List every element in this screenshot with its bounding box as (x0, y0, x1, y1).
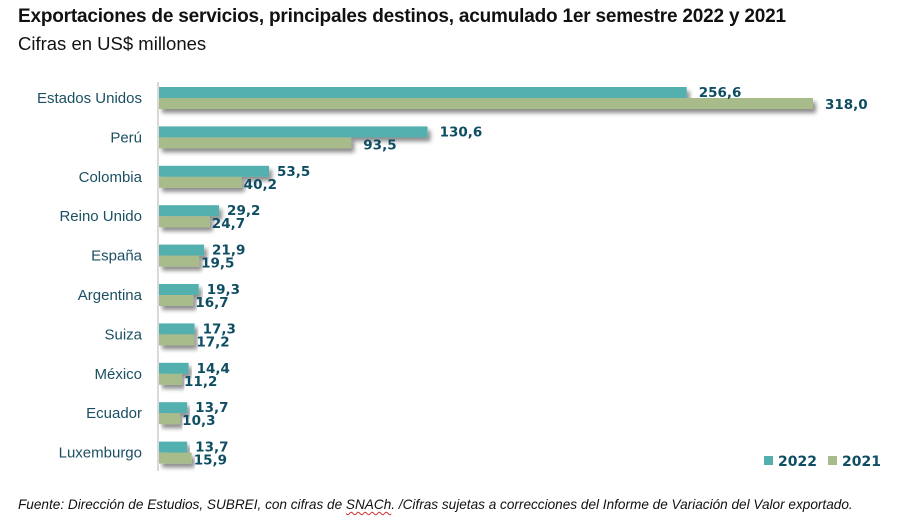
data-label-2022: 17,3 (203, 321, 236, 337)
bar-2022 (159, 126, 428, 138)
bar-2021 (159, 413, 181, 425)
data-label-2022: 21,9 (212, 243, 245, 259)
data-label-2022: 13,7 (195, 400, 228, 416)
bar-2021 (159, 176, 242, 188)
data-label-2021: 318,0 (825, 97, 868, 113)
data-label-2022: 14,4 (197, 361, 230, 377)
bar-2022 (159, 323, 195, 335)
source-footnote: Fuente: Dirección de Estudios, SUBREI, c… (18, 497, 853, 512)
data-label-2022: 130,6 (440, 124, 483, 140)
chart-title: Exportaciones de servicios, principales … (18, 6, 786, 27)
bar-2022 (159, 362, 189, 374)
data-label-2022: 19,3 (207, 282, 240, 298)
bar-2021 (159, 255, 200, 267)
category-label: Suiza (104, 326, 142, 343)
footnote-before: Fuente: Dirección de Estudios, SUBREI, c… (18, 497, 346, 512)
category-label: Perú (110, 129, 142, 146)
bar-2022 (159, 205, 220, 217)
bar-2022 (159, 402, 188, 414)
legend: 2022 2021 (764, 454, 881, 470)
category-label: Ecuador (86, 405, 142, 422)
data-label-2022: 256,6 (699, 85, 742, 101)
legend-swatch-2022 (764, 456, 773, 465)
bar-2021 (159, 216, 210, 228)
data-label-2021: 10,3 (182, 413, 215, 429)
category-label: Reino Unido (59, 208, 142, 225)
bar-2022 (159, 87, 687, 98)
bar-2022 (159, 284, 199, 295)
data-label-2021: 19,5 (201, 256, 234, 272)
bar-2021 (159, 295, 194, 306)
data-label-2021: 40,2 (244, 177, 277, 193)
legend-label-2022: 2022 (778, 454, 817, 470)
data-label-2021: 93,5 (363, 137, 396, 153)
category-label: Colombia (79, 169, 143, 186)
data-label-2021: 11,2 (184, 374, 217, 390)
category-label: México (94, 366, 142, 383)
footnote-after: . /Cifras sujetas a correcciones del Inf… (391, 497, 853, 512)
bar-2022 (159, 165, 270, 177)
footnote-flagged-word: SNACh (345, 497, 392, 512)
category-label: España (91, 248, 143, 265)
data-label-2021: 17,2 (196, 334, 229, 350)
bar-2021 (159, 452, 192, 464)
bar-2021 (159, 137, 352, 149)
category-label: Argentina (78, 287, 143, 304)
data-label-2021: 24,7 (212, 216, 245, 232)
data-label-2021: 15,9 (194, 453, 227, 469)
chart-subtitle: Cifras en US$ millones (18, 33, 207, 54)
bar-2022 (159, 441, 188, 453)
category-label: Estados Unidos (37, 90, 142, 107)
data-label-2021: 16,7 (195, 295, 228, 311)
legend-swatch-2021 (828, 456, 837, 465)
data-label-2022: 29,2 (227, 203, 260, 219)
category-label: Luxemburgo (59, 445, 142, 462)
data-label-2022: 13,7 (195, 440, 228, 456)
data-label-2022: 53,5 (277, 164, 310, 180)
bar-2022 (159, 244, 205, 256)
bar-2021 (159, 98, 813, 109)
bar-2021 (159, 373, 183, 385)
legend-label-2021: 2021 (842, 454, 881, 470)
bar-2021 (159, 334, 195, 346)
